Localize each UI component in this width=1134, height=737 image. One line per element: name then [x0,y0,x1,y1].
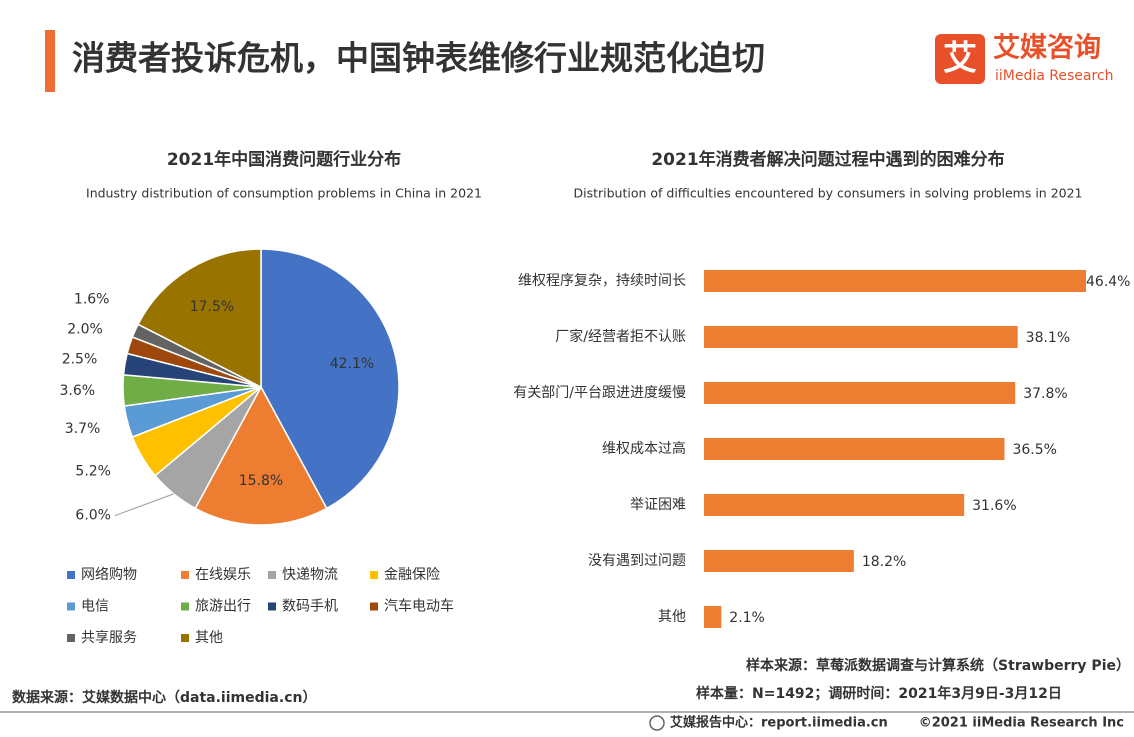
legend-swatch [370,602,378,611]
sample-size: 样本量：N=1492；调研时间：2021年3月9日-3月12日 [696,685,1062,702]
legend-label: 其他 [195,630,223,646]
legend-swatch [181,571,189,579]
slice-label: 15.8% [239,473,283,489]
leader-line [114,493,174,517]
footer-report: 艾媒报告中心：report.iimedia.cn [670,715,888,731]
bar [704,326,1018,348]
logo-en: iiMedia Research [995,68,1114,84]
legend-label: 数码手机 [282,599,338,615]
slice-label: 42.1% [330,356,374,372]
legend-swatch [268,602,276,611]
legend-label: 网络购物 [81,567,137,583]
legend-label: 快递物流 [282,567,338,583]
footer-copyright: ©2021 iiMedia Research Inc [919,716,1124,731]
slice-label: 3.6% [59,383,95,399]
footer-icon [649,715,665,731]
logo-box [935,34,985,84]
bar [704,550,854,572]
legend-swatch [268,571,276,579]
slice-label: 2.0% [67,321,103,337]
legend-label: 汽车电动车 [384,598,454,615]
slice-label: 5.2% [75,464,111,480]
value-label: 46.4% [1086,274,1130,290]
bar [704,494,965,516]
data-source: 数据来源：艾媒数据中心（data.iimedia.cn） [12,689,316,706]
legend-label: 金融保险 [384,567,440,583]
chart-subtitle: Industry distribution of consumption pro… [86,186,482,201]
pie-slice [137,248,262,389]
bar [704,382,1016,404]
legend-swatch [370,571,378,579]
pie-slice [260,248,400,510]
category-label: 厂家/经营者拒不认账 [555,328,686,345]
value-label: 18.2% [862,554,906,570]
category-label: 没有遇到过问题 [588,553,686,569]
slice-label: 17.5% [190,299,234,315]
category-label: 其他 [658,609,686,625]
legend-label: 电信 [81,599,109,615]
legend-swatch [67,634,75,642]
value-label: 31.6% [972,498,1016,514]
sample-source: 样本来源：草莓派数据调查与计算系统（Strawberry Pie） [746,657,1130,674]
chart-subtitle: Distribution of difficulties encountered… [573,186,1082,201]
value-label: 36.5% [1012,442,1056,458]
pie-slice [194,385,328,526]
slice-label: 2.5% [62,351,98,367]
bar [704,438,1005,460]
chart-title: 2021年消费者解决问题过程中遇到的困难分布 [651,149,1004,170]
bar [704,270,1086,292]
slice-label: 6.0% [75,508,111,524]
legend-swatch [181,602,189,611]
logo-mark: 艾 [943,39,977,79]
page-title: 消费者投诉危机，中国钟表维修行业规范化迫切 [72,39,765,78]
category-label: 维权程序复杂，持续时间长 [518,272,686,289]
chart-title: 2021年中国消费问题行业分布 [167,149,401,170]
legend-swatch [67,602,75,611]
value-label: 37.8% [1023,386,1067,402]
category-label: 有关部门/平台跟进进度缓慢 [513,384,686,401]
category-label: 举证困难 [630,497,686,513]
title-accent [45,30,55,92]
legend-label: 在线娱乐 [195,567,251,583]
slice-label: 1.6% [74,291,110,307]
slice-label: 3.7% [65,421,101,437]
value-label: 38.1% [1026,330,1070,346]
bar [704,606,722,628]
logo-cn: 艾媒咨询 [993,32,1101,64]
legend-swatch [181,634,189,642]
value-label: 2.1% [729,610,765,626]
category-label: 维权成本过高 [602,440,686,457]
legend-label: 共享服务 [81,629,137,646]
legend-label: 旅游出行 [195,599,251,615]
legend-swatch [67,571,75,579]
